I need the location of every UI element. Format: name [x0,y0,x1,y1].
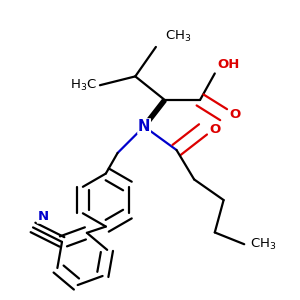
Text: OH: OH [218,58,240,70]
Text: O: O [209,123,220,136]
Text: N: N [138,119,150,134]
Text: CH$_3$: CH$_3$ [165,29,191,44]
Text: H$_3$C: H$_3$C [70,78,97,93]
Text: O: O [230,108,241,121]
Text: CH$_3$: CH$_3$ [250,237,277,252]
Text: N: N [38,210,49,223]
